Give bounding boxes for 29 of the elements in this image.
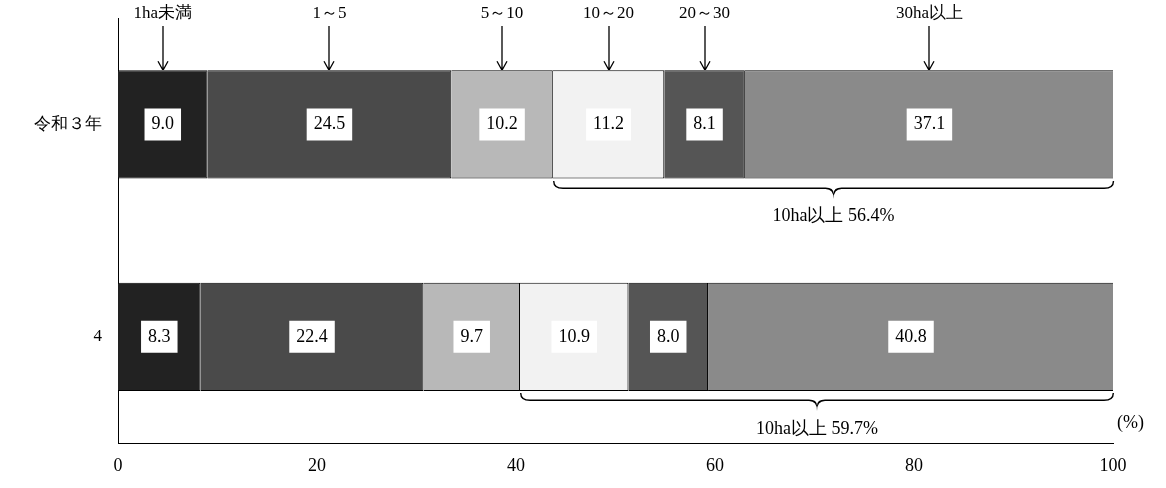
x-tick-label: 0 <box>113 454 123 475</box>
annotation: 10ha以上 59.7% <box>756 417 878 438</box>
x-axis-title: (%) <box>1117 411 1144 433</box>
text: 5～10 <box>480 3 524 23</box>
x-tick-label: 60 <box>706 454 724 475</box>
y-tick-label: 令和３年 <box>34 113 102 133</box>
data-label: 40.8 <box>895 325 927 346</box>
text: 10～20 <box>583 3 635 23</box>
data-label: 10.2 <box>486 113 518 134</box>
y-tick-label: 4 <box>93 326 103 346</box>
x-tick-label: 80 <box>905 454 923 475</box>
annotation: 10ha以上 56.4% <box>772 205 895 226</box>
text: 20～30 <box>679 3 731 23</box>
text: 1ha未満 <box>133 3 193 23</box>
data-label: 10.9 <box>558 325 590 346</box>
data-label: 8.1 <box>693 113 716 134</box>
data-label: 8.0 <box>656 325 680 346</box>
x-tick-label: 100 <box>1099 454 1127 475</box>
x-tick-label: 40 <box>507 454 525 475</box>
data-label: 22.4 <box>296 325 328 346</box>
data-label: 37.1 <box>913 113 946 134</box>
data-label: 8.3 <box>148 325 171 346</box>
x-tick-label: 20 <box>308 454 326 475</box>
data-label: 11.2 <box>593 113 624 134</box>
data-label: 9.0 <box>151 113 175 134</box>
text: 1～5 <box>312 3 347 23</box>
data-label: 9.7 <box>460 325 483 346</box>
text: 30ha以上 <box>895 3 963 23</box>
data-label: 24.5 <box>313 113 346 134</box>
